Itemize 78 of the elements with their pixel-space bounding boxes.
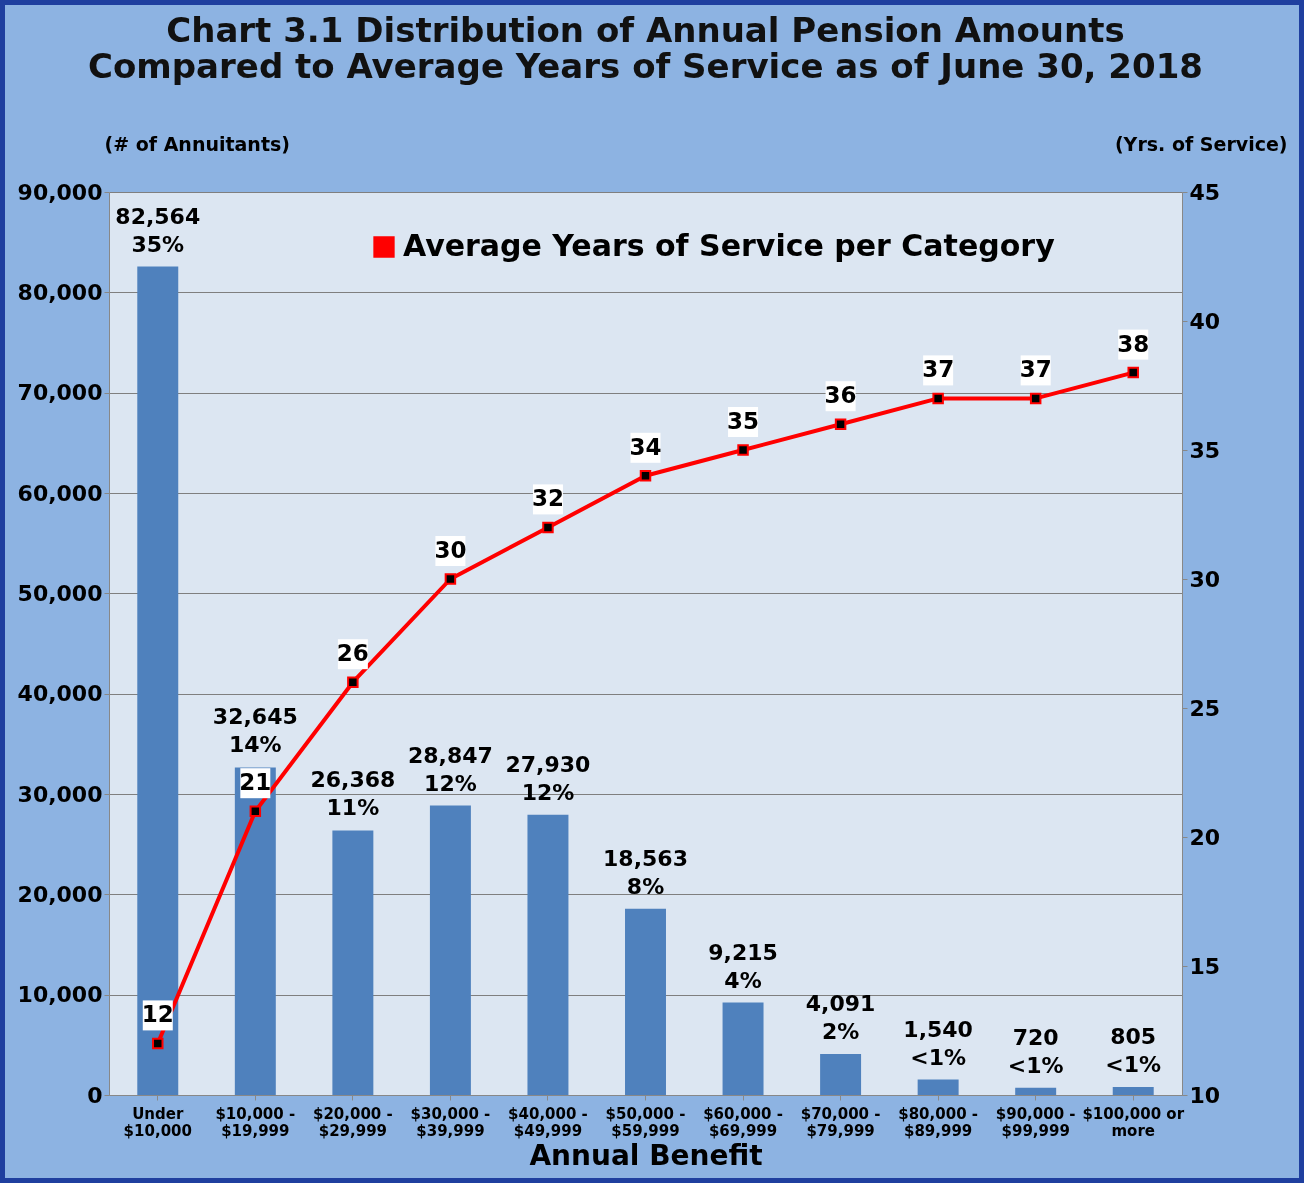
bar xyxy=(1015,1087,1057,1095)
data-label: 34 xyxy=(629,433,662,460)
x-axis-title: Annual Benefit xyxy=(529,1138,763,1172)
bar xyxy=(722,1002,764,1095)
legend-label: Average Years of Service per Category xyxy=(403,228,1056,263)
x-tick-label: $50,000 - $59,999 xyxy=(605,1104,686,1140)
point xyxy=(932,392,944,405)
data-label: 35 xyxy=(727,408,760,434)
point xyxy=(444,573,457,585)
data-label: 82,564 35% xyxy=(115,203,201,257)
point xyxy=(1029,392,1042,405)
bar xyxy=(332,830,374,1095)
bar xyxy=(1112,1086,1154,1095)
data-label: 9,215 4% xyxy=(708,939,778,993)
data-label: 720 <1% xyxy=(1007,1024,1064,1078)
data-label: 27,930 12% xyxy=(505,751,591,805)
x-tick-label: $10,000 - $19,999 xyxy=(215,1104,296,1140)
y-tick-label: 50,000 xyxy=(17,580,103,606)
x-tick-label: $20,000 - $29,999 xyxy=(312,1104,393,1140)
chart-title: Chart 3.1 Distribution of Annual Pension Amounts Compared to Average Years of Service as of June 30, 2018 xyxy=(88,10,1203,86)
data-label: 26 xyxy=(336,640,369,667)
y2-tick-label: 30 xyxy=(1189,566,1221,592)
bar xyxy=(917,1079,959,1095)
y2-tick-label: 25 xyxy=(1189,695,1221,721)
x-tick-label: Under $10,000 xyxy=(123,1104,192,1140)
y-tick-label: 70,000 xyxy=(17,380,103,406)
point xyxy=(1127,366,1139,379)
y-tick-label: 20,000 xyxy=(17,881,103,907)
y-tick-label: 40,000 xyxy=(17,681,103,707)
data-label: 37 xyxy=(1019,356,1052,383)
bar xyxy=(820,1053,862,1095)
data-label: 26,368 11% xyxy=(310,767,396,821)
x-tick-label: $70,000 - $79,999 xyxy=(800,1104,881,1140)
y-tick-label: 30,000 xyxy=(17,781,103,807)
data-label: 38 xyxy=(1117,330,1150,357)
point xyxy=(249,805,262,817)
data-label: 37 xyxy=(922,356,955,383)
y-tick-label: 10,000 xyxy=(17,982,103,1008)
y2-tick-label: 10 xyxy=(1189,1082,1221,1108)
point xyxy=(834,418,847,430)
x-tick-label: $100,000 or more xyxy=(1082,1104,1185,1140)
data-label: 36 xyxy=(824,382,857,409)
y-tick-label: 80,000 xyxy=(17,279,103,305)
data-label: 21 xyxy=(239,769,272,796)
bar xyxy=(625,908,666,1095)
x-tick-label: $60,000 - $69,999 xyxy=(703,1104,783,1140)
data-label: 30 xyxy=(434,537,467,563)
data-label: 1,540 <1% xyxy=(903,1016,973,1070)
y2-tick-label: 35 xyxy=(1189,437,1221,463)
point xyxy=(737,444,749,456)
x-tick-label: $90,000 - $99,999 xyxy=(995,1104,1076,1140)
y-axis-title: (# of Annuitants) xyxy=(104,132,290,155)
data-label: 32,645 14% xyxy=(212,704,298,758)
point xyxy=(639,470,652,482)
data-label: 28,847 12% xyxy=(407,742,493,796)
y2-tick-label: 15 xyxy=(1189,953,1221,979)
data-label: 32 xyxy=(531,485,564,512)
x-tick-label: $80,000 - $89,999 xyxy=(898,1104,979,1140)
x-tick-label: $40,000 - $49,999 xyxy=(508,1104,588,1140)
point xyxy=(152,1037,164,1050)
bar xyxy=(137,266,179,1095)
data-label: 4,091 2% xyxy=(805,990,876,1044)
data-label: 805 <1% xyxy=(1105,1023,1162,1077)
x-tick-label: $30,000 - $39,999 xyxy=(410,1104,491,1140)
data-label: 12 xyxy=(141,1001,174,1028)
y2-tick-label: 45 xyxy=(1189,179,1221,205)
y2-tick-label: 40 xyxy=(1189,308,1221,334)
bar xyxy=(429,805,471,1095)
y-tick-label: 90,000 xyxy=(17,179,103,205)
bar xyxy=(527,814,569,1095)
bar xyxy=(234,767,276,1095)
y2-tick-label: 20 xyxy=(1189,824,1221,850)
point xyxy=(347,676,359,688)
y2-axis-title: (Yrs. of Service) xyxy=(1114,132,1288,155)
point xyxy=(542,521,554,534)
y-tick-label: 0 xyxy=(87,1082,103,1108)
y-tick-label: 60,000 xyxy=(17,480,103,506)
data-label: 18,563 8% xyxy=(603,845,688,899)
